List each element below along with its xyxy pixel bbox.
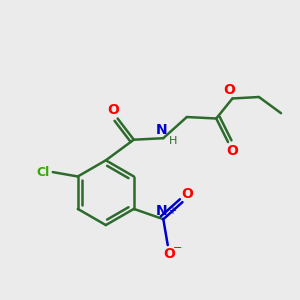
Text: Cl: Cl (36, 166, 49, 178)
Text: N: N (156, 204, 168, 218)
Text: O: O (181, 187, 193, 201)
Text: O: O (163, 248, 175, 262)
Text: O: O (224, 83, 236, 97)
Text: −: − (172, 243, 182, 253)
Text: H: H (169, 136, 177, 146)
Text: +: + (168, 206, 176, 216)
Text: N: N (156, 123, 168, 137)
Text: O: O (107, 103, 119, 117)
Text: O: O (226, 143, 238, 158)
